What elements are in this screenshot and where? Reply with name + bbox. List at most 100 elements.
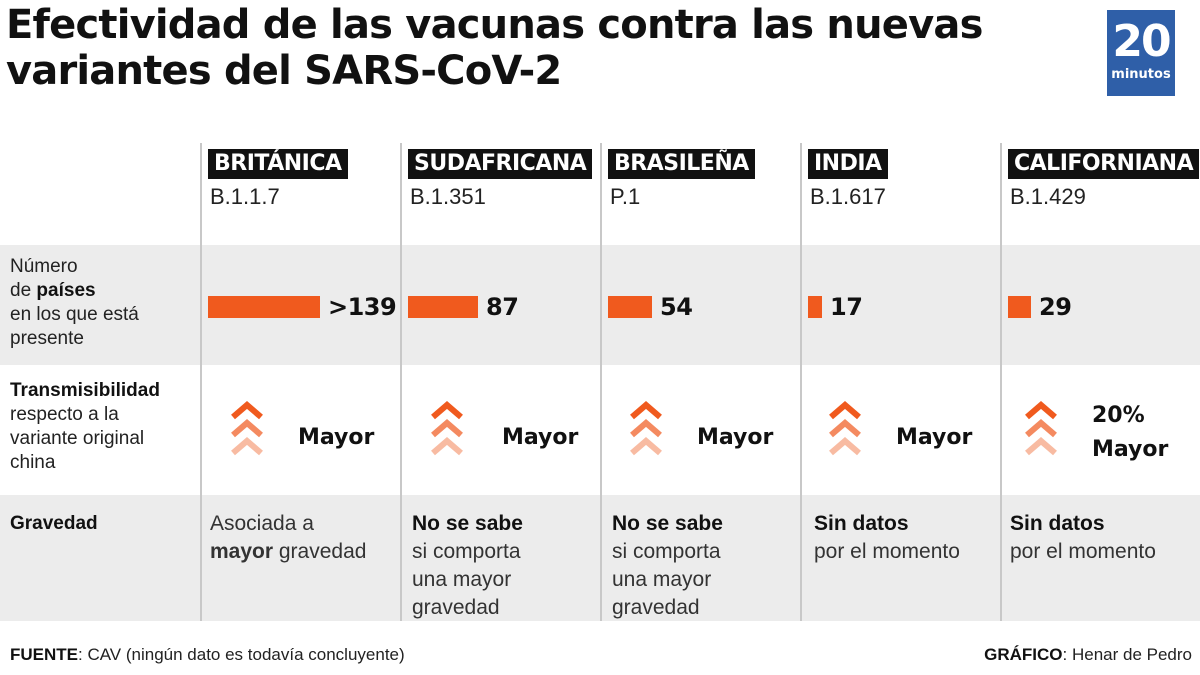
gravity-line: Asociada a bbox=[210, 510, 395, 538]
gravity-line: No se sabe bbox=[412, 510, 592, 538]
row-label-transmissibility: Transmisibilidad respecto a la variante … bbox=[10, 379, 160, 475]
countries-bar bbox=[808, 296, 822, 318]
source-text: : CAV (ningún dato es todavía concluyent… bbox=[78, 645, 405, 664]
gravity-bold: Sin datos bbox=[814, 512, 909, 535]
gravity-text: una mayor gravedad bbox=[612, 568, 712, 619]
triple-chevron-up-icon bbox=[1025, 401, 1057, 456]
page-title: Efectividad de las vacunas contra las nu… bbox=[6, 2, 983, 94]
transmissibility-value: Mayor bbox=[502, 421, 578, 455]
triple-chevron-up-icon bbox=[431, 401, 463, 456]
brand-logo: 20 minutos bbox=[1107, 10, 1175, 96]
countries-cell: 87 bbox=[408, 290, 519, 324]
variant-code: B.1.617 bbox=[810, 184, 886, 209]
transmissibility-label: Mayor bbox=[502, 425, 579, 450]
countries-cell: 29 bbox=[1008, 290, 1072, 324]
row-label-gravity: Gravedad bbox=[10, 512, 98, 536]
gravity-text: si comporta bbox=[612, 540, 721, 563]
gravity-line: por el momento bbox=[814, 540, 960, 563]
gravity-cell: No se sabe si comporta una mayor graveda… bbox=[612, 510, 792, 622]
countries-bar bbox=[608, 296, 652, 318]
triple-chevron-up-icon bbox=[829, 401, 861, 456]
transmissibility-value: Mayor bbox=[896, 421, 972, 455]
transmissibility-value: Mayor bbox=[697, 421, 773, 455]
transmissibility-label: Mayor bbox=[697, 425, 774, 450]
gravity-bold: Sin datos bbox=[1010, 512, 1105, 535]
countries-count: >139 bbox=[328, 293, 397, 321]
countries-count: 54 bbox=[660, 293, 693, 321]
gravity-line: si comporta bbox=[612, 540, 721, 563]
graphic-text: : Henar de Pedro bbox=[1062, 645, 1192, 664]
gravity-line: Sin datos bbox=[814, 510, 994, 538]
variant-code: B.1.429 bbox=[1010, 184, 1086, 209]
row-label-line: variante original bbox=[10, 428, 145, 449]
row-label-countries: Número de países en los que está present… bbox=[10, 255, 139, 351]
row-label-line: en los que está bbox=[10, 304, 139, 325]
variant-code: P.1 bbox=[610, 184, 641, 209]
gravity-line: si comporta bbox=[412, 540, 521, 563]
countries-count: 29 bbox=[1039, 293, 1072, 321]
row-label-bold: Transmisibilidad bbox=[10, 380, 160, 401]
graphic-label: GRÁFICO bbox=[984, 645, 1063, 664]
gravity-text: si comporta bbox=[412, 540, 521, 563]
countries-bar bbox=[1008, 296, 1031, 318]
row-label-bold: países bbox=[36, 280, 96, 301]
column-divider bbox=[1000, 143, 1002, 621]
countries-count: 17 bbox=[830, 293, 863, 321]
gravity-cell: Sin datos por el momento bbox=[814, 510, 994, 566]
countries-cell: 17 bbox=[808, 290, 863, 324]
gravity-text: por el momento bbox=[814, 540, 960, 563]
graphic-credit: GRÁFICO: Henar de Pedro bbox=[984, 645, 1192, 665]
column-divider bbox=[600, 143, 602, 621]
gravity-bold: mayor bbox=[210, 540, 274, 563]
variant-name: BRITÁNICA bbox=[208, 149, 348, 179]
triple-chevron-up-icon bbox=[231, 401, 263, 456]
row-label-line: respecto a la bbox=[10, 404, 119, 425]
countries-cell: 54 bbox=[608, 290, 693, 324]
variant-header-india: INDIA B.1.617 bbox=[808, 149, 888, 210]
variant-name: INDIA bbox=[808, 149, 888, 179]
gravity-text: por el momento bbox=[1010, 540, 1156, 563]
row-label-line: de países bbox=[10, 279, 139, 303]
triple-chevron-up-icon bbox=[630, 401, 662, 456]
transmissibility-label: Mayor bbox=[1092, 437, 1169, 462]
variant-header-brasilena: BRASILEÑA P.1 bbox=[608, 149, 755, 210]
variant-header-britanica: BRITÁNICA B.1.1.7 bbox=[208, 149, 348, 210]
variant-name: SUDAFRICANA bbox=[408, 149, 593, 179]
variant-code: B.1.351 bbox=[410, 184, 486, 209]
gravity-bold: No se sabe bbox=[412, 512, 523, 535]
transmissibility-value: Mayor bbox=[298, 421, 374, 455]
column-divider bbox=[800, 143, 802, 621]
row-label-text: de bbox=[10, 280, 37, 301]
countries-bar bbox=[208, 296, 320, 318]
row-label-bold: Gravedad bbox=[10, 513, 98, 534]
column-divider bbox=[400, 143, 402, 621]
gravity-text: una mayor gravedad bbox=[412, 568, 512, 619]
variant-name: CALIFORNIANA bbox=[1008, 149, 1200, 179]
transmissibility-label: Mayor bbox=[298, 425, 375, 450]
countries-count: 87 bbox=[486, 293, 519, 321]
variant-name: BRASILEÑA bbox=[608, 149, 755, 179]
transmissibility-value: 20% Mayor bbox=[1092, 399, 1168, 467]
countries-cell: >139 bbox=[208, 290, 397, 324]
variant-header-sudafricana: SUDAFRICANA B.1.351 bbox=[408, 149, 593, 210]
logo-word: minutos bbox=[1111, 67, 1171, 82]
gravity-line: Sin datos bbox=[1010, 510, 1195, 538]
gravity-line: No se sabe bbox=[612, 510, 792, 538]
gravity-text: Asociada a bbox=[210, 512, 314, 535]
variant-code: B.1.1.7 bbox=[210, 184, 280, 209]
row-label-line: china bbox=[10, 452, 56, 473]
transmissibility-percent: 20% bbox=[1092, 403, 1145, 428]
countries-bar bbox=[408, 296, 478, 318]
row-label-line: presente bbox=[10, 328, 84, 349]
source-label: FUENTE bbox=[10, 645, 78, 664]
logo-number: 20 bbox=[1112, 16, 1171, 67]
gravity-line: por el momento bbox=[1010, 540, 1156, 563]
gravity-cell: Asociada a mayor gravedad bbox=[210, 510, 395, 566]
gravity-cell: No se sabe si comporta una mayor graveda… bbox=[412, 510, 592, 622]
gravity-line: mayor gravedad bbox=[210, 540, 366, 563]
row-label-line: Número bbox=[10, 256, 78, 277]
gravity-cell: Sin datos por el momento bbox=[1010, 510, 1195, 566]
variant-header-californiana: CALIFORNIANA B.1.429 bbox=[1008, 149, 1200, 210]
gravity-bold: No se sabe bbox=[612, 512, 723, 535]
transmissibility-label: Mayor bbox=[896, 425, 973, 450]
